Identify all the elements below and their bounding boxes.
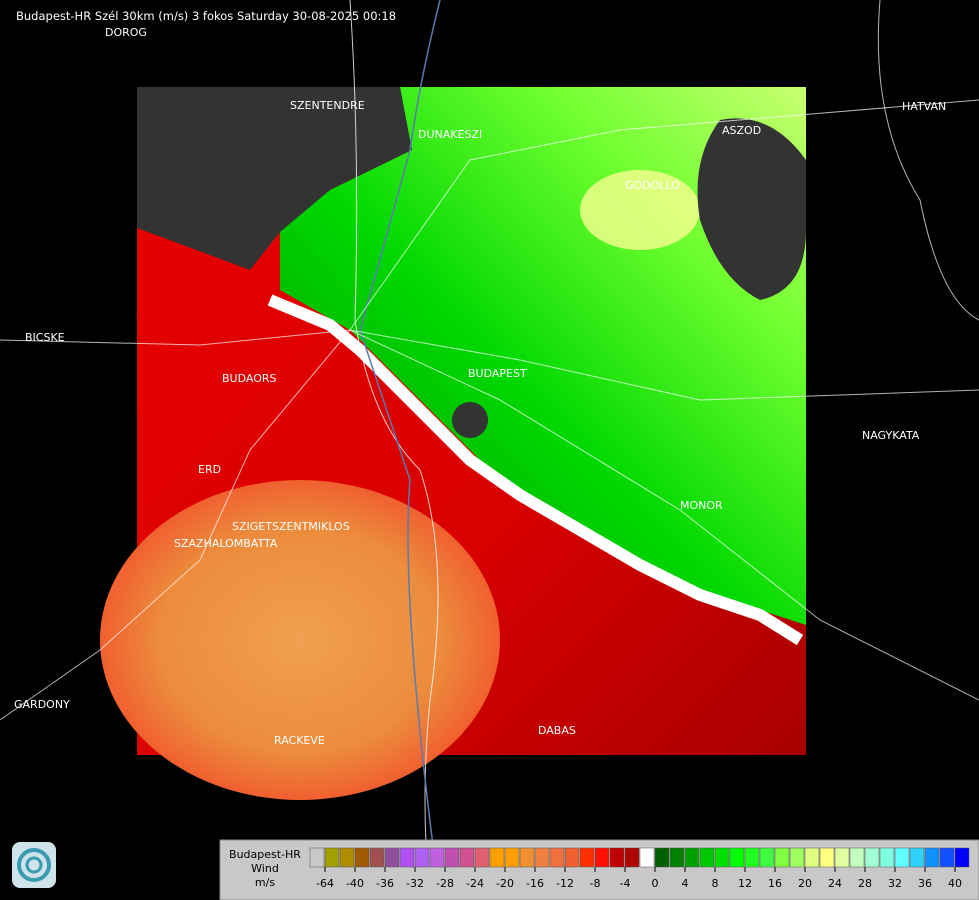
legend-tick-label: -20	[496, 877, 514, 890]
legend-cell	[909, 847, 925, 868]
place-label: BUDAPEST	[468, 367, 527, 380]
legend-cell	[789, 847, 805, 868]
legend-tick-label: -16	[526, 877, 544, 890]
place-label: HATVAN	[902, 100, 946, 113]
legend-tick-label: 24	[828, 877, 842, 890]
legend-tick-label: 20	[798, 877, 812, 890]
legend-tick-label: 8	[712, 877, 719, 890]
place-label: ASZOD	[722, 124, 761, 137]
legend-cell	[489, 847, 505, 868]
legend-cell	[549, 847, 565, 868]
place-label: MONOR	[680, 499, 723, 512]
legend-title: Budapest-HR	[229, 848, 301, 861]
legend-tick-label: -12	[556, 877, 574, 890]
map-title: Budapest-HR Szél 30km (m/s) 3 fokos Satu…	[16, 9, 396, 23]
legend-tick-label: 16	[768, 877, 782, 890]
logo	[12, 842, 56, 888]
place-label: DABAS	[538, 724, 576, 737]
legend-title: Wind	[251, 862, 279, 875]
place-label: ERD	[198, 463, 221, 476]
legend-cell	[714, 847, 730, 868]
legend-cell	[624, 847, 640, 868]
legend-cell	[519, 847, 535, 868]
legend-cell	[864, 847, 880, 868]
legend-cell	[729, 847, 745, 868]
place-label: NAGYKATA	[862, 429, 920, 442]
legend-tick-label: -28	[436, 877, 454, 890]
legend-tick-label: -4	[620, 877, 631, 890]
legend-cell	[459, 847, 475, 868]
place-label: GARDONY	[14, 698, 70, 711]
place-label: SZAZHALOMBATTA	[174, 537, 278, 550]
legend-cell	[699, 847, 715, 868]
legend-cell	[384, 847, 400, 868]
legend-cell	[669, 847, 685, 868]
place-label: SZIGETSZENTMIKLOS	[232, 520, 350, 533]
legend-cell	[534, 847, 550, 868]
legend-cell	[429, 847, 445, 868]
legend-cell	[504, 847, 520, 868]
legend-cell	[474, 847, 490, 868]
legend-cell	[654, 847, 670, 868]
legend-cell	[774, 847, 790, 868]
legend-tick-label: -64	[316, 877, 334, 890]
place-label: RACKEVE	[274, 734, 325, 747]
legend-cell	[819, 847, 835, 868]
legend-cell	[369, 847, 385, 868]
legend-tick-label: 36	[918, 877, 932, 890]
legend-cell	[579, 847, 595, 868]
legend-cell	[354, 847, 370, 868]
legend-tick-label: -36	[376, 877, 394, 890]
legend-cell	[564, 847, 580, 868]
legend-title: m/s	[255, 876, 275, 889]
place-label: BICSKE	[25, 331, 65, 344]
legend-cell	[849, 847, 865, 868]
legend-cell	[804, 847, 820, 868]
legend-cell	[894, 847, 910, 868]
legend-tick-label: 0	[652, 877, 659, 890]
legend-cell	[324, 847, 340, 868]
place-label: BUDAORS	[222, 372, 277, 385]
legend-cell	[414, 847, 430, 868]
legend-cell	[309, 847, 325, 868]
legend-cell	[609, 847, 625, 868]
legend-tick-label: -8	[590, 877, 601, 890]
legend-tick-label: 12	[738, 877, 752, 890]
legend-cell	[339, 847, 355, 868]
legend-tick-label: 40	[948, 877, 962, 890]
place-label: DOROG	[105, 26, 147, 39]
legend-cell	[759, 847, 775, 868]
place-label: DUNAKESZI	[418, 128, 482, 141]
legend-cell	[684, 847, 700, 868]
legend-cell	[399, 847, 415, 868]
legend-cell	[879, 847, 895, 868]
legend-cell	[639, 847, 655, 868]
legend-cell	[444, 847, 460, 868]
legend-cell	[594, 847, 610, 868]
legend-cell	[744, 847, 760, 868]
legend-cell	[834, 847, 850, 868]
legend-tick-label: 4	[682, 877, 689, 890]
legend-tick-label: -24	[466, 877, 484, 890]
place-label: GODOLLO	[625, 179, 680, 192]
legend-tick-label: 32	[888, 877, 902, 890]
place-label: SZENTENDRE	[290, 99, 365, 112]
legend-cell	[924, 847, 940, 868]
legend-tick-label: -40	[346, 877, 364, 890]
legend-tick-label: -32	[406, 877, 424, 890]
legend-cell	[954, 847, 970, 868]
legend-cell	[939, 847, 955, 868]
legend-tick-label: 28	[858, 877, 872, 890]
